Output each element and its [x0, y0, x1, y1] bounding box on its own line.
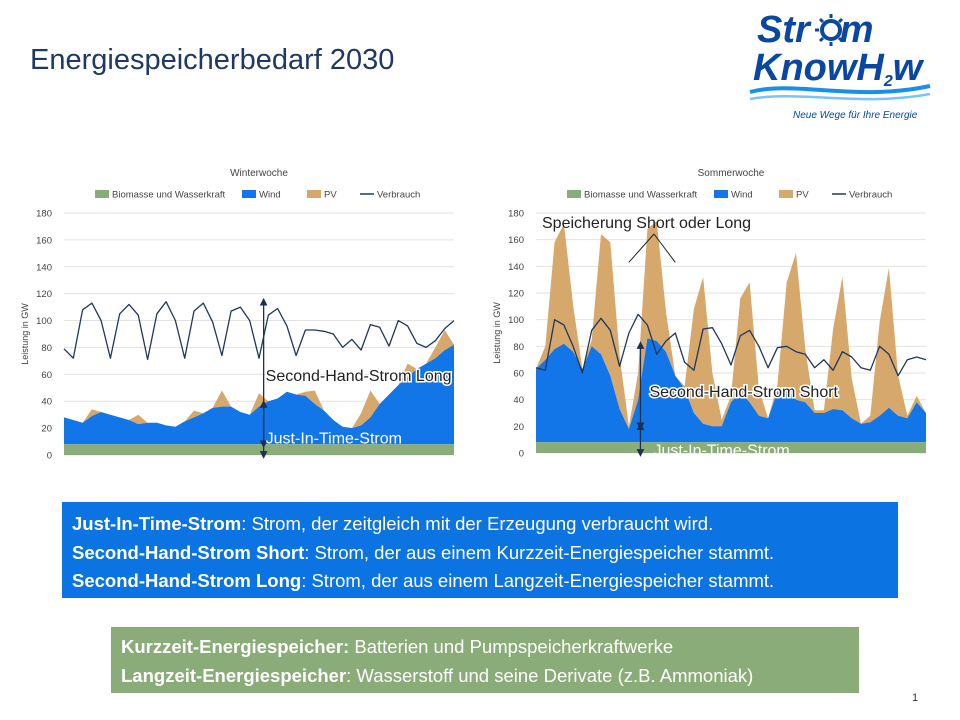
definition-text: : Strom, der aus einem Langzeit-Energies… — [301, 570, 775, 591]
y-axis-label: Leistung in GW — [492, 302, 502, 364]
chart-winterwoche-svg: Winterwoche Biomasse und Wasserkraft Wind P… — [20, 168, 455, 462]
y-tick-label: 140 — [508, 262, 524, 273]
storage-term: Langzeit-Energiespeicher — [121, 665, 347, 686]
storage-text: Batterien und Pumpspeicherkraftwerke — [349, 636, 674, 657]
y-tick-label: 0 — [519, 449, 524, 460]
legend-label: Verbrauch — [849, 190, 892, 201]
annotation-leader-line — [628, 233, 655, 263]
legend-label: PV — [796, 190, 809, 201]
logo-text-strom: Str m — [757, 9, 874, 51]
legend-label: Wind — [259, 190, 281, 201]
legend-swatch — [714, 190, 728, 198]
definition-text: : Strom, der zeitgleich mit der Erzeugun… — [241, 513, 714, 534]
y-tick-label: 180 — [36, 209, 52, 220]
annotation-label: Speicherung Short oder Long — [542, 215, 751, 232]
y-tick-label: 160 — [508, 235, 524, 246]
series-area-wind — [536, 338, 926, 443]
storage-line: Kurzzeit-Energiespeicher: Batterien und … — [121, 632, 849, 661]
y-tick-label: 160 — [36, 235, 52, 246]
definition-line: Second-Hand-Strom Short: Strom, der aus … — [72, 539, 888, 568]
slide-title: Energiespeicherbedarf 2030 — [30, 44, 395, 76]
page-number: 1 — [912, 692, 919, 704]
legend-swatch — [95, 190, 109, 198]
definition-term: Second-Hand-Strom Long — [72, 570, 302, 591]
annotation-leader-line — [653, 233, 676, 263]
chart-sommerwoche: Sommerwoche Biomasse und Wasserkraft Wind P… — [482, 160, 932, 465]
chart-annotations: Second-Hand-Strom Long Just-In-Time-Strom — [259, 297, 453, 459]
chart-title: Sommerwoche — [698, 168, 765, 179]
y-tick-label: 100 — [508, 315, 524, 326]
legend-label: Biomasse und Wasserkraft — [584, 190, 698, 201]
y-tick-label: 60 — [41, 370, 52, 381]
series-area-pv — [536, 221, 926, 429]
definition-term: Second-Hand-Strom Short — [72, 541, 305, 563]
annotation-label: Just-In-Time-Strom — [653, 443, 789, 460]
legend-label: PV — [324, 190, 337, 201]
y-tick-label: 80 — [513, 342, 524, 353]
logo-graphic: Str m KnowH2w Neue Wege für Ihre Energie — [749, 9, 931, 121]
stromknowhow-logo: Str m KnowH2w Neue Wege für Ihre Energie — [745, 6, 935, 124]
legend-label: Biomasse und Wasserkraft — [112, 190, 226, 201]
y-tick-label: 40 — [41, 397, 52, 408]
y-tick-label: 80 — [41, 343, 52, 354]
y-tick-label: 20 — [513, 422, 524, 433]
storage-types-box: Kurzzeit-Energiespeicher: Batterien und … — [111, 627, 859, 693]
legend-swatch — [242, 190, 256, 198]
legend-swatch — [779, 190, 793, 198]
chart-legend: Biomasse und Wasserkraft Wind PV Verbrauch — [95, 190, 420, 201]
chart-annotations: Speicherung Short oder Long Second-Hand-S… — [542, 215, 840, 460]
y-tick-label: 60 — [513, 369, 524, 380]
series-area-wind — [64, 344, 454, 445]
annotation-label: Second-Hand-Strom Short — [649, 384, 838, 401]
sun-icon — [815, 14, 847, 46]
y-tick-label: 180 — [508, 209, 524, 220]
legend-label: Wind — [731, 190, 753, 201]
series-area-biomasse — [536, 442, 926, 453]
y-tick-label: 100 — [36, 316, 52, 327]
logo-text-knowhow: KnowH2w — [753, 47, 925, 90]
series-line-verbrauch — [535, 313, 927, 377]
storage-line: Langzeit-Energiespeicher: Wasserstoff un… — [121, 661, 849, 690]
y-axis-label: Leistung in GW — [20, 303, 30, 365]
y-tick-label: 20 — [41, 424, 52, 435]
legend-swatch — [307, 190, 321, 198]
legend-label: Verbrauch — [377, 190, 420, 201]
storage-term: Kurzzeit-Energiespeicher: — [121, 636, 350, 657]
definition-text: : Strom, der aus einem Kurzzeit-Energies… — [304, 541, 775, 563]
annotation-label: Just-In-Time-Strom — [266, 430, 402, 447]
definition-line: Second-Hand-Strom Long: Strom, der aus e… — [72, 567, 888, 596]
definition-line: Just-In-Time-Strom: Strom, der zeitgleic… — [72, 510, 888, 539]
series-area-biomasse — [64, 444, 454, 455]
chart-winterwoche: Winterwoche Biomasse und Wasserkraft Wind P… — [10, 160, 460, 465]
chart-title: Winterwoche — [230, 168, 288, 179]
logo-swoosh-light — [749, 92, 931, 101]
chart-legend: Biomasse und Wasserkraft Wind PV Verbrauch — [567, 190, 892, 201]
y-tick-label: 120 — [508, 289, 524, 300]
storage-text: : Wasserstoff und seine Derivate (z.B. A… — [346, 665, 754, 686]
series-line-verbrauch — [63, 301, 455, 361]
y-tick-label: 120 — [36, 289, 52, 300]
legend-swatch — [567, 190, 581, 198]
logo-swoosh — [749, 84, 931, 95]
definition-term: Just-In-Time-Strom — [72, 513, 242, 534]
y-tick-label: 140 — [36, 262, 52, 273]
definitions-box: Just-In-Time-Strom: Strom, der zeitgleic… — [62, 502, 898, 598]
y-tick-label: 0 — [47, 451, 52, 462]
y-tick-label: 40 — [513, 395, 524, 406]
annotation-label: Second-Hand-Strom Long — [266, 368, 452, 385]
logo-tagline: Neue Wege für Ihre Energie — [793, 110, 918, 121]
